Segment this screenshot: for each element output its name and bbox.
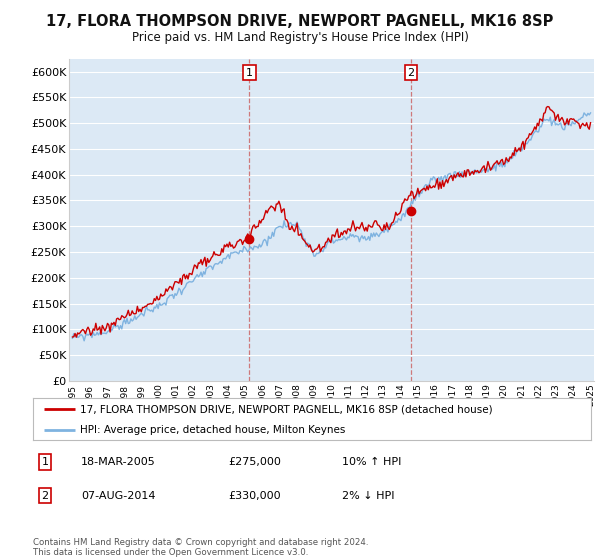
Text: 1: 1 — [246, 68, 253, 78]
Text: 1: 1 — [41, 457, 49, 467]
Text: Contains HM Land Registry data © Crown copyright and database right 2024.
This d: Contains HM Land Registry data © Crown c… — [33, 538, 368, 557]
Text: 2: 2 — [407, 68, 415, 78]
Text: Price paid vs. HM Land Registry's House Price Index (HPI): Price paid vs. HM Land Registry's House … — [131, 31, 469, 44]
Text: HPI: Average price, detached house, Milton Keynes: HPI: Average price, detached house, Milt… — [80, 426, 346, 435]
Text: 2: 2 — [41, 491, 49, 501]
Text: 2% ↓ HPI: 2% ↓ HPI — [342, 491, 395, 501]
Text: 17, FLORA THOMPSON DRIVE, NEWPORT PAGNELL, MK16 8SP (detached house): 17, FLORA THOMPSON DRIVE, NEWPORT PAGNEL… — [80, 404, 493, 414]
Text: £275,000: £275,000 — [228, 457, 281, 467]
Text: 17, FLORA THOMPSON DRIVE, NEWPORT PAGNELL, MK16 8SP: 17, FLORA THOMPSON DRIVE, NEWPORT PAGNEL… — [46, 14, 554, 29]
Text: 18-MAR-2005: 18-MAR-2005 — [81, 457, 156, 467]
Text: £330,000: £330,000 — [228, 491, 281, 501]
Text: 10% ↑ HPI: 10% ↑ HPI — [342, 457, 401, 467]
Text: 07-AUG-2014: 07-AUG-2014 — [81, 491, 155, 501]
